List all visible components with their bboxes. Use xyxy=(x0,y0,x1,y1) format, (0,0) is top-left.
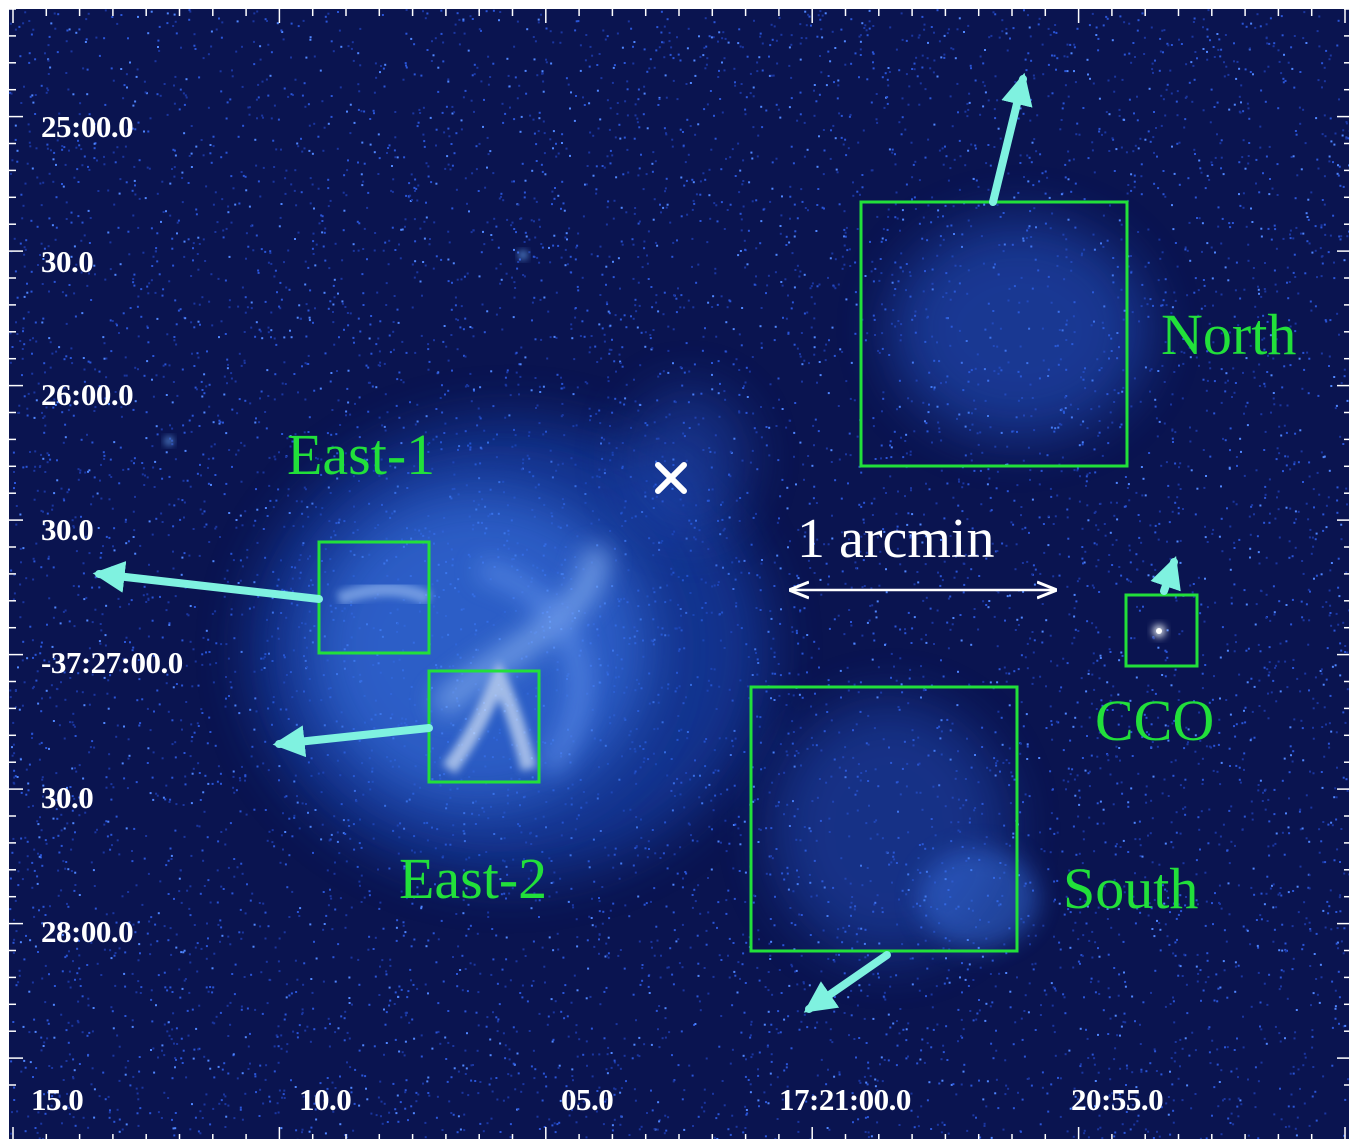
north-label: North xyxy=(1161,302,1297,367)
east2-label: East-2 xyxy=(399,846,548,911)
ra-label: 15.0 xyxy=(31,1082,84,1117)
south-label: South xyxy=(1063,856,1199,921)
cco-label: CCO xyxy=(1095,688,1215,753)
cco-region-box xyxy=(1124,593,1199,668)
ra-label: 17:21:00.0 xyxy=(779,1082,911,1117)
ra-label: 10.0 xyxy=(299,1082,352,1117)
east1-label: East-1 xyxy=(287,422,436,487)
south-arrow-icon xyxy=(803,951,891,1013)
north-arrow-icon xyxy=(989,72,1033,206)
dec-label: -37:27:00.0 xyxy=(41,645,183,680)
south-region-box xyxy=(749,685,1019,953)
dec-label: 30.0 xyxy=(41,780,94,815)
east1-arrow-icon xyxy=(92,560,323,603)
cross-marker-icon xyxy=(655,462,687,494)
east2-arrow-icon xyxy=(272,724,433,758)
ra-label: 05.0 xyxy=(561,1082,614,1117)
dec-label: 26:00.0 xyxy=(41,377,134,412)
cco-arrow-icon xyxy=(1150,555,1181,595)
diffuse-emission xyxy=(249,219,1149,959)
ra-label: 20:55.0 xyxy=(1071,1082,1164,1117)
sky-image xyxy=(9,9,1349,1139)
dec-label: 28:00.0 xyxy=(41,914,134,949)
axis-ticks xyxy=(9,9,1349,1139)
dec-label: 30.0 xyxy=(41,244,94,279)
image-frame: 25:00.0 30.0 26:00.0 30.0 -37:27:00.0 30… xyxy=(8,8,1350,1140)
scale-bar-label: 1 arcmin xyxy=(797,508,995,570)
motion-arrows xyxy=(92,72,1181,1013)
dec-label: 30.0 xyxy=(41,512,94,547)
dec-label: 25:00.0 xyxy=(41,109,134,144)
